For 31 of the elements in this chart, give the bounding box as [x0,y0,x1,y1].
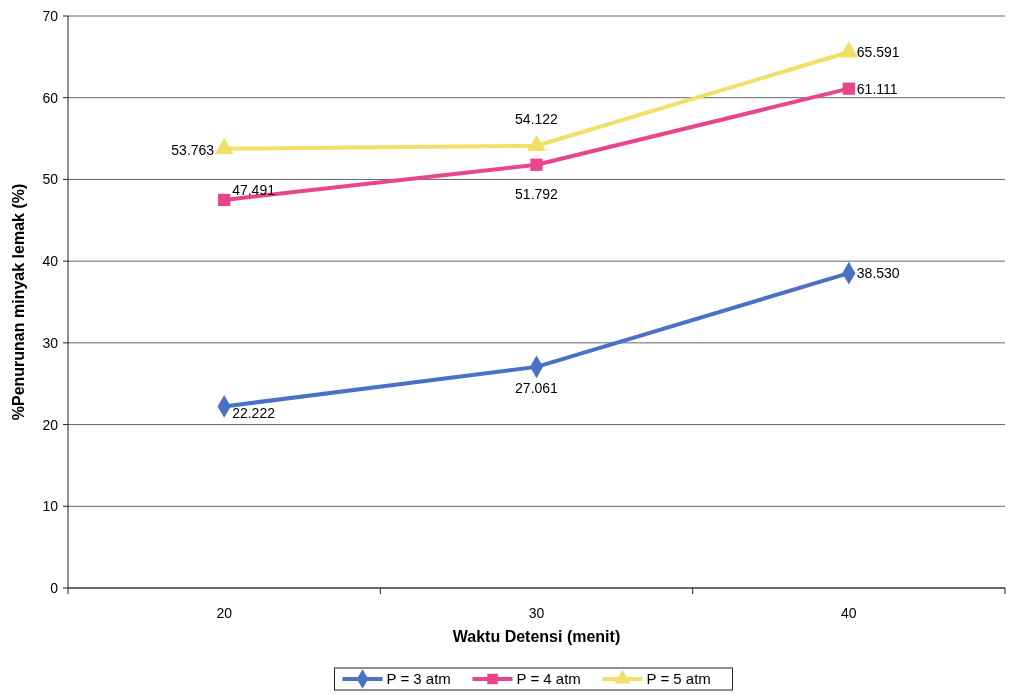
point [839,41,859,58]
y-tick-label: 50 [42,171,59,188]
point [842,82,855,95]
data-label: 27.061 [515,379,559,396]
y-tick-label: 40 [42,253,59,270]
y-tick-label: 0 [50,580,59,596]
data-label: 47.491 [232,181,276,198]
data-label: 61.111 [856,80,898,97]
x-axis-title: Waktu Detensi (menit) [452,628,621,645]
point [214,137,234,155]
legend-label: P = 3 atm [386,670,451,687]
legend-label: P = 4 atm [516,670,581,687]
data-label: 54.122 [515,110,559,127]
data-label: 65.591 [856,44,900,61]
data-label: 22.222 [232,405,276,422]
x-tick-label: 40 [841,605,857,621]
point [530,158,543,171]
point [527,135,546,152]
x-tick-label: 30 [528,605,545,621]
y-tick-label: 60 [42,89,59,106]
y-axis-title: %Penurunan minyak lemak (%) [10,183,27,421]
y-tick-label: 10 [42,498,59,515]
y-tick-label: 30 [42,334,59,351]
data-label: 38.530 [856,265,900,282]
data-label: 53.763 [171,141,215,158]
y-tick-label: 20 [42,416,59,433]
legend-label: P = 5 atm [646,670,711,687]
y-tick-label: 70 [42,8,59,24]
point [218,193,231,207]
data-label: 51.792 [515,185,559,202]
x-tick-label: 20 [216,605,233,621]
